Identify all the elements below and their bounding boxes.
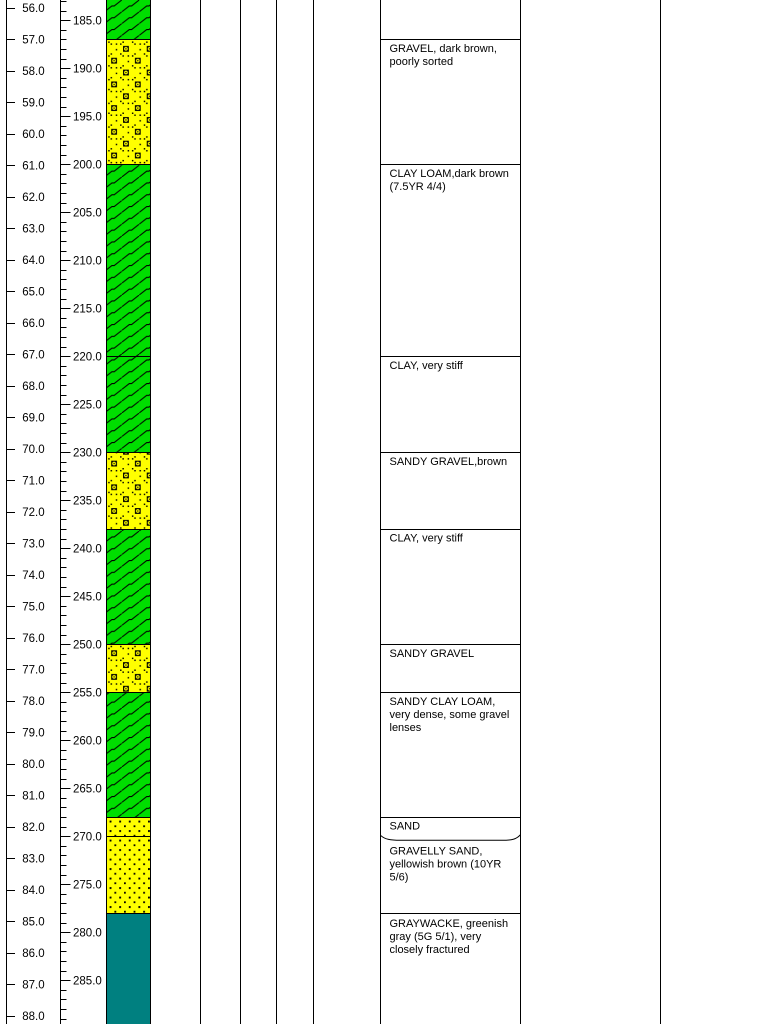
svg-text:GRAYWACKE, greenish: GRAYWACKE, greenish [390,918,509,930]
svg-text:190.0: 190.0 [73,63,102,75]
svg-text:82.0: 82.0 [22,822,44,834]
svg-text:275.0: 275.0 [73,879,102,891]
svg-text:245.0: 245.0 [73,591,102,603]
svg-text:SANDY CLAY LOAM,: SANDY CLAY LOAM, [390,696,496,708]
svg-text:250.0: 250.0 [73,639,102,651]
svg-text:GRAVELLY SAND,: GRAVELLY SAND, [390,845,483,857]
svg-text:84.0: 84.0 [22,885,44,897]
svg-text:59.0: 59.0 [22,98,44,110]
svg-text:285.0: 285.0 [73,975,102,987]
svg-text:CLAY LOAM,dark brown: CLAY LOAM,dark brown [390,168,509,180]
svg-text:86.0: 86.0 [22,948,44,960]
svg-text:66.0: 66.0 [22,318,44,330]
svg-text:215.0: 215.0 [73,303,102,315]
svg-text:85.0: 85.0 [22,917,44,929]
svg-text:76.0: 76.0 [22,633,44,645]
svg-text:72.0: 72.0 [22,507,44,519]
svg-text:67.0: 67.0 [22,350,44,362]
svg-text:200.0: 200.0 [73,159,102,171]
svg-text:75.0: 75.0 [22,602,44,614]
svg-text:260.0: 260.0 [73,735,102,747]
svg-text:77.0: 77.0 [22,665,44,677]
svg-text:61.0: 61.0 [22,161,44,173]
svg-text:235.0: 235.0 [73,495,102,507]
svg-text:71.0: 71.0 [22,476,44,488]
svg-text:270.0: 270.0 [73,831,102,843]
svg-text:(7.5YR 4/4): (7.5YR 4/4) [390,181,446,193]
svg-text:58.0: 58.0 [22,66,44,78]
svg-text:65.0: 65.0 [22,287,44,299]
svg-text:83.0: 83.0 [22,854,44,866]
svg-text:62.0: 62.0 [22,192,44,204]
svg-text:79.0: 79.0 [22,728,44,740]
svg-text:GRAVEL, dark brown,: GRAVEL, dark brown, [390,43,497,55]
svg-text:63.0: 63.0 [22,224,44,236]
svg-text:195.0: 195.0 [73,111,102,123]
svg-text:80.0: 80.0 [22,759,44,771]
svg-text:220.0: 220.0 [73,351,102,363]
svg-text:210.0: 210.0 [73,255,102,267]
svg-text:CLAY, very stiff: CLAY, very stiff [390,360,464,372]
svg-text:78.0: 78.0 [22,696,44,708]
svg-text:87.0: 87.0 [22,980,44,992]
svg-text:240.0: 240.0 [73,543,102,555]
svg-text:69.0: 69.0 [22,413,44,425]
svg-text:SANDY GRAVEL,brown: SANDY GRAVEL,brown [390,456,508,468]
svg-text:57.0: 57.0 [22,35,44,47]
svg-text:81.0: 81.0 [22,791,44,803]
svg-text:60.0: 60.0 [22,129,44,141]
svg-text:225.0: 225.0 [73,399,102,411]
svg-text:230.0: 230.0 [73,447,102,459]
svg-text:56.0: 56.0 [22,3,44,15]
svg-text:74.0: 74.0 [22,570,44,582]
svg-text:yellowish brown (10YR: yellowish brown (10YR [390,858,502,870]
svg-text:SANDY GRAVEL: SANDY GRAVEL [390,648,475,660]
svg-text:CLAY, very stiff: CLAY, very stiff [390,533,464,545]
svg-text:gray (5G 5/1), very: gray (5G 5/1), very [390,931,482,943]
svg-text:185.0: 185.0 [73,15,102,27]
svg-text:poorly sorted: poorly sorted [390,56,454,68]
svg-text:73.0: 73.0 [22,539,44,551]
svg-text:255.0: 255.0 [73,687,102,699]
svg-text:205.0: 205.0 [73,207,102,219]
svg-text:68.0: 68.0 [22,381,44,393]
svg-text:64.0: 64.0 [22,255,44,267]
svg-text:88.0: 88.0 [22,1011,44,1023]
svg-text:5/6): 5/6) [390,871,409,883]
svg-text:280.0: 280.0 [73,927,102,939]
svg-text:SAND: SAND [390,820,421,832]
svg-text:closely fractured: closely fractured [390,944,470,956]
svg-text:very dense, some gravel: very dense, some gravel [390,709,510,721]
svg-text:70.0: 70.0 [22,444,44,456]
svg-text:lenses: lenses [390,722,422,734]
svg-text:265.0: 265.0 [73,783,102,795]
